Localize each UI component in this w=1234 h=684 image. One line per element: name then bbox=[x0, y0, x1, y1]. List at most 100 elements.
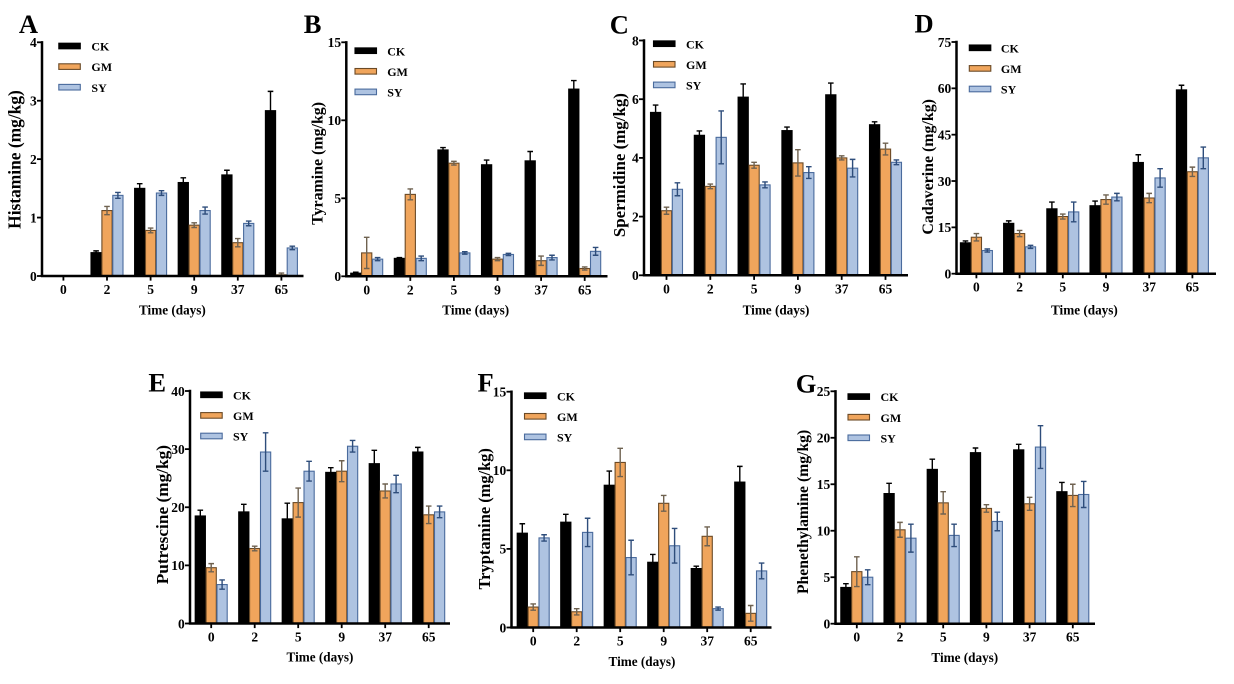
svg-text:45: 45 bbox=[938, 127, 952, 142]
svg-text:75: 75 bbox=[938, 35, 952, 50]
svg-text:9: 9 bbox=[983, 630, 990, 645]
svg-text:SY: SY bbox=[91, 81, 107, 95]
svg-text:0: 0 bbox=[30, 269, 37, 284]
svg-text:65: 65 bbox=[275, 282, 289, 297]
svg-text:6: 6 bbox=[632, 92, 639, 107]
svg-text:2: 2 bbox=[407, 282, 414, 297]
svg-text:5: 5 bbox=[824, 570, 831, 585]
svg-text:9: 9 bbox=[494, 282, 501, 297]
svg-text:20: 20 bbox=[171, 500, 185, 515]
svg-text:2: 2 bbox=[251, 630, 258, 645]
svg-text:Histamine (mg/kg): Histamine (mg/kg) bbox=[4, 90, 24, 229]
svg-text:60: 60 bbox=[938, 81, 952, 96]
svg-text:5: 5 bbox=[1059, 280, 1066, 295]
svg-text:37: 37 bbox=[1023, 630, 1037, 645]
svg-text:CK: CK bbox=[387, 44, 406, 58]
svg-text:E: E bbox=[148, 368, 166, 398]
svg-text:GM: GM bbox=[557, 410, 578, 424]
svg-text:37: 37 bbox=[1142, 280, 1156, 295]
svg-text:30: 30 bbox=[938, 174, 952, 189]
svg-text:CK: CK bbox=[233, 388, 252, 402]
svg-text:0: 0 bbox=[363, 282, 370, 297]
svg-text:8: 8 bbox=[632, 33, 639, 48]
svg-text:SY: SY bbox=[557, 431, 573, 445]
svg-text:15: 15 bbox=[817, 477, 831, 492]
svg-text:65: 65 bbox=[578, 282, 592, 297]
svg-text:0: 0 bbox=[632, 268, 639, 283]
svg-text:5: 5 bbox=[147, 282, 154, 297]
svg-text:65: 65 bbox=[1066, 630, 1080, 645]
svg-text:2: 2 bbox=[632, 209, 639, 224]
svg-text:G: G bbox=[796, 369, 817, 399]
svg-text:C: C bbox=[610, 10, 629, 40]
svg-text:4: 4 bbox=[30, 35, 37, 50]
svg-text:40: 40 bbox=[171, 384, 185, 399]
svg-text:5: 5 bbox=[451, 282, 458, 297]
svg-text:Time (days): Time (days) bbox=[609, 654, 676, 669]
svg-text:65: 65 bbox=[422, 630, 436, 645]
svg-text:GM: GM bbox=[1001, 62, 1022, 76]
svg-text:Time (days): Time (days) bbox=[743, 302, 810, 317]
svg-text:65: 65 bbox=[1186, 280, 1200, 295]
svg-text:0: 0 bbox=[824, 617, 831, 632]
svg-text:CK: CK bbox=[881, 390, 900, 404]
svg-text:CK: CK bbox=[1001, 41, 1020, 55]
svg-text:4: 4 bbox=[632, 151, 639, 166]
svg-text:Time (days): Time (days) bbox=[1051, 302, 1118, 317]
svg-text:0: 0 bbox=[663, 281, 670, 296]
svg-text:Time (days): Time (days) bbox=[287, 650, 354, 665]
svg-text:Putrescine (mg/kg): Putrescine (mg/kg) bbox=[153, 445, 172, 584]
svg-text:5: 5 bbox=[500, 542, 507, 557]
svg-text:Phenethylamine (mg/kg): Phenethylamine (mg/kg) bbox=[795, 430, 812, 594]
svg-text:GM: GM bbox=[686, 58, 707, 72]
svg-text:2: 2 bbox=[707, 281, 714, 296]
svg-text:10: 10 bbox=[817, 524, 831, 539]
svg-text:37: 37 bbox=[231, 282, 245, 297]
svg-text:0: 0 bbox=[945, 267, 952, 282]
svg-text:2: 2 bbox=[897, 630, 904, 645]
svg-text:F: F bbox=[478, 368, 494, 398]
svg-text:GM: GM bbox=[881, 411, 902, 425]
svg-text:5: 5 bbox=[334, 191, 341, 206]
svg-text:1: 1 bbox=[30, 210, 37, 225]
svg-text:Tryptamine (mg/kg): Tryptamine (mg/kg) bbox=[475, 448, 494, 589]
svg-text:37: 37 bbox=[835, 281, 849, 296]
svg-text:30: 30 bbox=[171, 442, 185, 457]
svg-text:10: 10 bbox=[171, 558, 185, 573]
svg-text:65: 65 bbox=[879, 281, 893, 296]
svg-text:65: 65 bbox=[744, 634, 758, 649]
svg-text:SY: SY bbox=[881, 431, 897, 445]
svg-text:SY: SY bbox=[686, 79, 702, 93]
svg-text:9: 9 bbox=[660, 634, 667, 649]
svg-text:2: 2 bbox=[1016, 280, 1023, 295]
svg-text:37: 37 bbox=[378, 630, 392, 645]
svg-text:SY: SY bbox=[233, 430, 249, 444]
svg-text:5: 5 bbox=[617, 634, 624, 649]
svg-text:10: 10 bbox=[493, 463, 507, 478]
svg-text:Time (days): Time (days) bbox=[931, 650, 998, 665]
svg-text:Tyramine (mg/kg): Tyramine (mg/kg) bbox=[309, 102, 326, 225]
svg-text:9: 9 bbox=[1103, 280, 1110, 295]
svg-text:0: 0 bbox=[500, 620, 507, 635]
svg-text:0: 0 bbox=[334, 269, 341, 284]
svg-text:37: 37 bbox=[534, 282, 548, 297]
svg-text:CK: CK bbox=[686, 37, 705, 51]
svg-text:2: 2 bbox=[573, 634, 580, 649]
svg-text:5: 5 bbox=[751, 281, 758, 296]
svg-text:3: 3 bbox=[30, 94, 37, 109]
svg-text:5: 5 bbox=[295, 630, 302, 645]
svg-text:2: 2 bbox=[104, 282, 111, 297]
svg-text:Time (days): Time (days) bbox=[139, 302, 206, 317]
svg-text:0: 0 bbox=[973, 280, 980, 295]
svg-text:CK: CK bbox=[91, 40, 110, 54]
svg-text:9: 9 bbox=[795, 281, 802, 296]
svg-text:5: 5 bbox=[940, 630, 947, 645]
svg-text:0: 0 bbox=[853, 630, 860, 645]
svg-text:CK: CK bbox=[557, 389, 576, 403]
svg-text:10: 10 bbox=[328, 113, 342, 128]
svg-text:0: 0 bbox=[530, 634, 537, 649]
svg-text:Spermidine (mg/kg): Spermidine (mg/kg) bbox=[610, 93, 629, 237]
svg-text:GM: GM bbox=[387, 65, 408, 79]
svg-text:37: 37 bbox=[700, 634, 714, 649]
svg-text:20: 20 bbox=[817, 431, 831, 446]
